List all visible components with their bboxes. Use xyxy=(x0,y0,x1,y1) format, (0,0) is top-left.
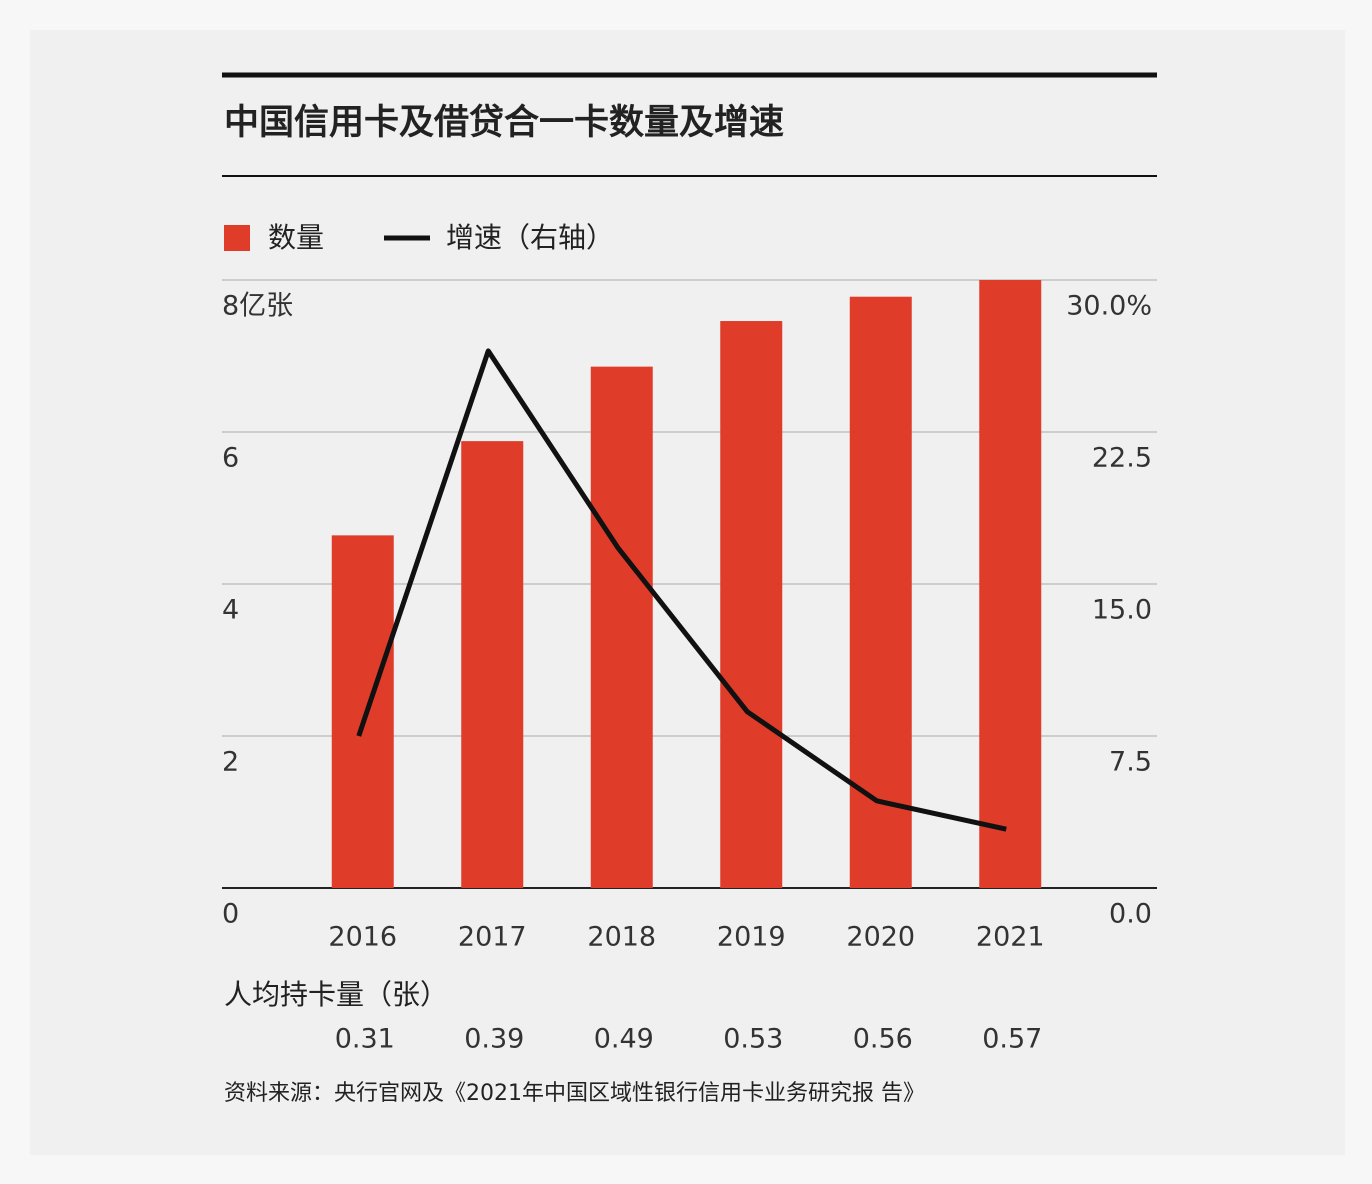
x-tick-label: 2018 xyxy=(587,922,656,953)
y2-tick-label: 0.0 xyxy=(1109,899,1152,930)
x-tick-label: 2019 xyxy=(717,922,786,953)
panel xyxy=(30,30,1345,1155)
per-capita-value: 0.56 xyxy=(853,1024,913,1055)
bar xyxy=(331,535,394,888)
per-capita-label: 人均持卡量（张） xyxy=(224,978,448,1011)
y2-tick-label: 15.0 xyxy=(1092,595,1152,626)
y2-tick-label: 22.5 xyxy=(1092,443,1152,474)
growth-line xyxy=(356,348,1007,832)
y-tick-label: 0 xyxy=(222,899,239,930)
bar xyxy=(979,280,1042,888)
x-tick-label: 2016 xyxy=(328,922,397,953)
x-tick-label: 2020 xyxy=(846,922,915,953)
x-tick-label: 2017 xyxy=(458,922,527,953)
bar xyxy=(590,366,653,888)
per-capita-value: 0.31 xyxy=(335,1024,395,1055)
legend-label: 增速（右轴） xyxy=(446,221,614,254)
source: 资料来源：央行官网及《2021年中国区域性银行信用卡业务研究报 告》 xyxy=(224,1081,925,1106)
per-capita-value: 0.57 xyxy=(982,1024,1042,1055)
bar xyxy=(720,321,783,888)
per-capita-value: 0.49 xyxy=(594,1024,654,1055)
bar xyxy=(461,441,524,888)
per-capita-value: 0.39 xyxy=(464,1024,524,1055)
y2-tick-label: 30.0% xyxy=(1066,291,1152,322)
x-tick-label: 2021 xyxy=(976,922,1045,953)
legend-label: 数量 xyxy=(268,221,324,254)
legend-swatch xyxy=(224,225,250,251)
y-tick-label: 2 xyxy=(222,747,239,778)
chart-title: 中国信用卡及借贷合一卡数量及增速 xyxy=(224,103,784,143)
y-tick-label: 6 xyxy=(222,443,239,474)
y-tick-label: 8亿张 xyxy=(222,291,293,322)
per-capita-value: 0.53 xyxy=(723,1024,783,1055)
y-tick-label: 4 xyxy=(222,595,239,626)
y2-tick-label: 7.5 xyxy=(1109,747,1152,778)
